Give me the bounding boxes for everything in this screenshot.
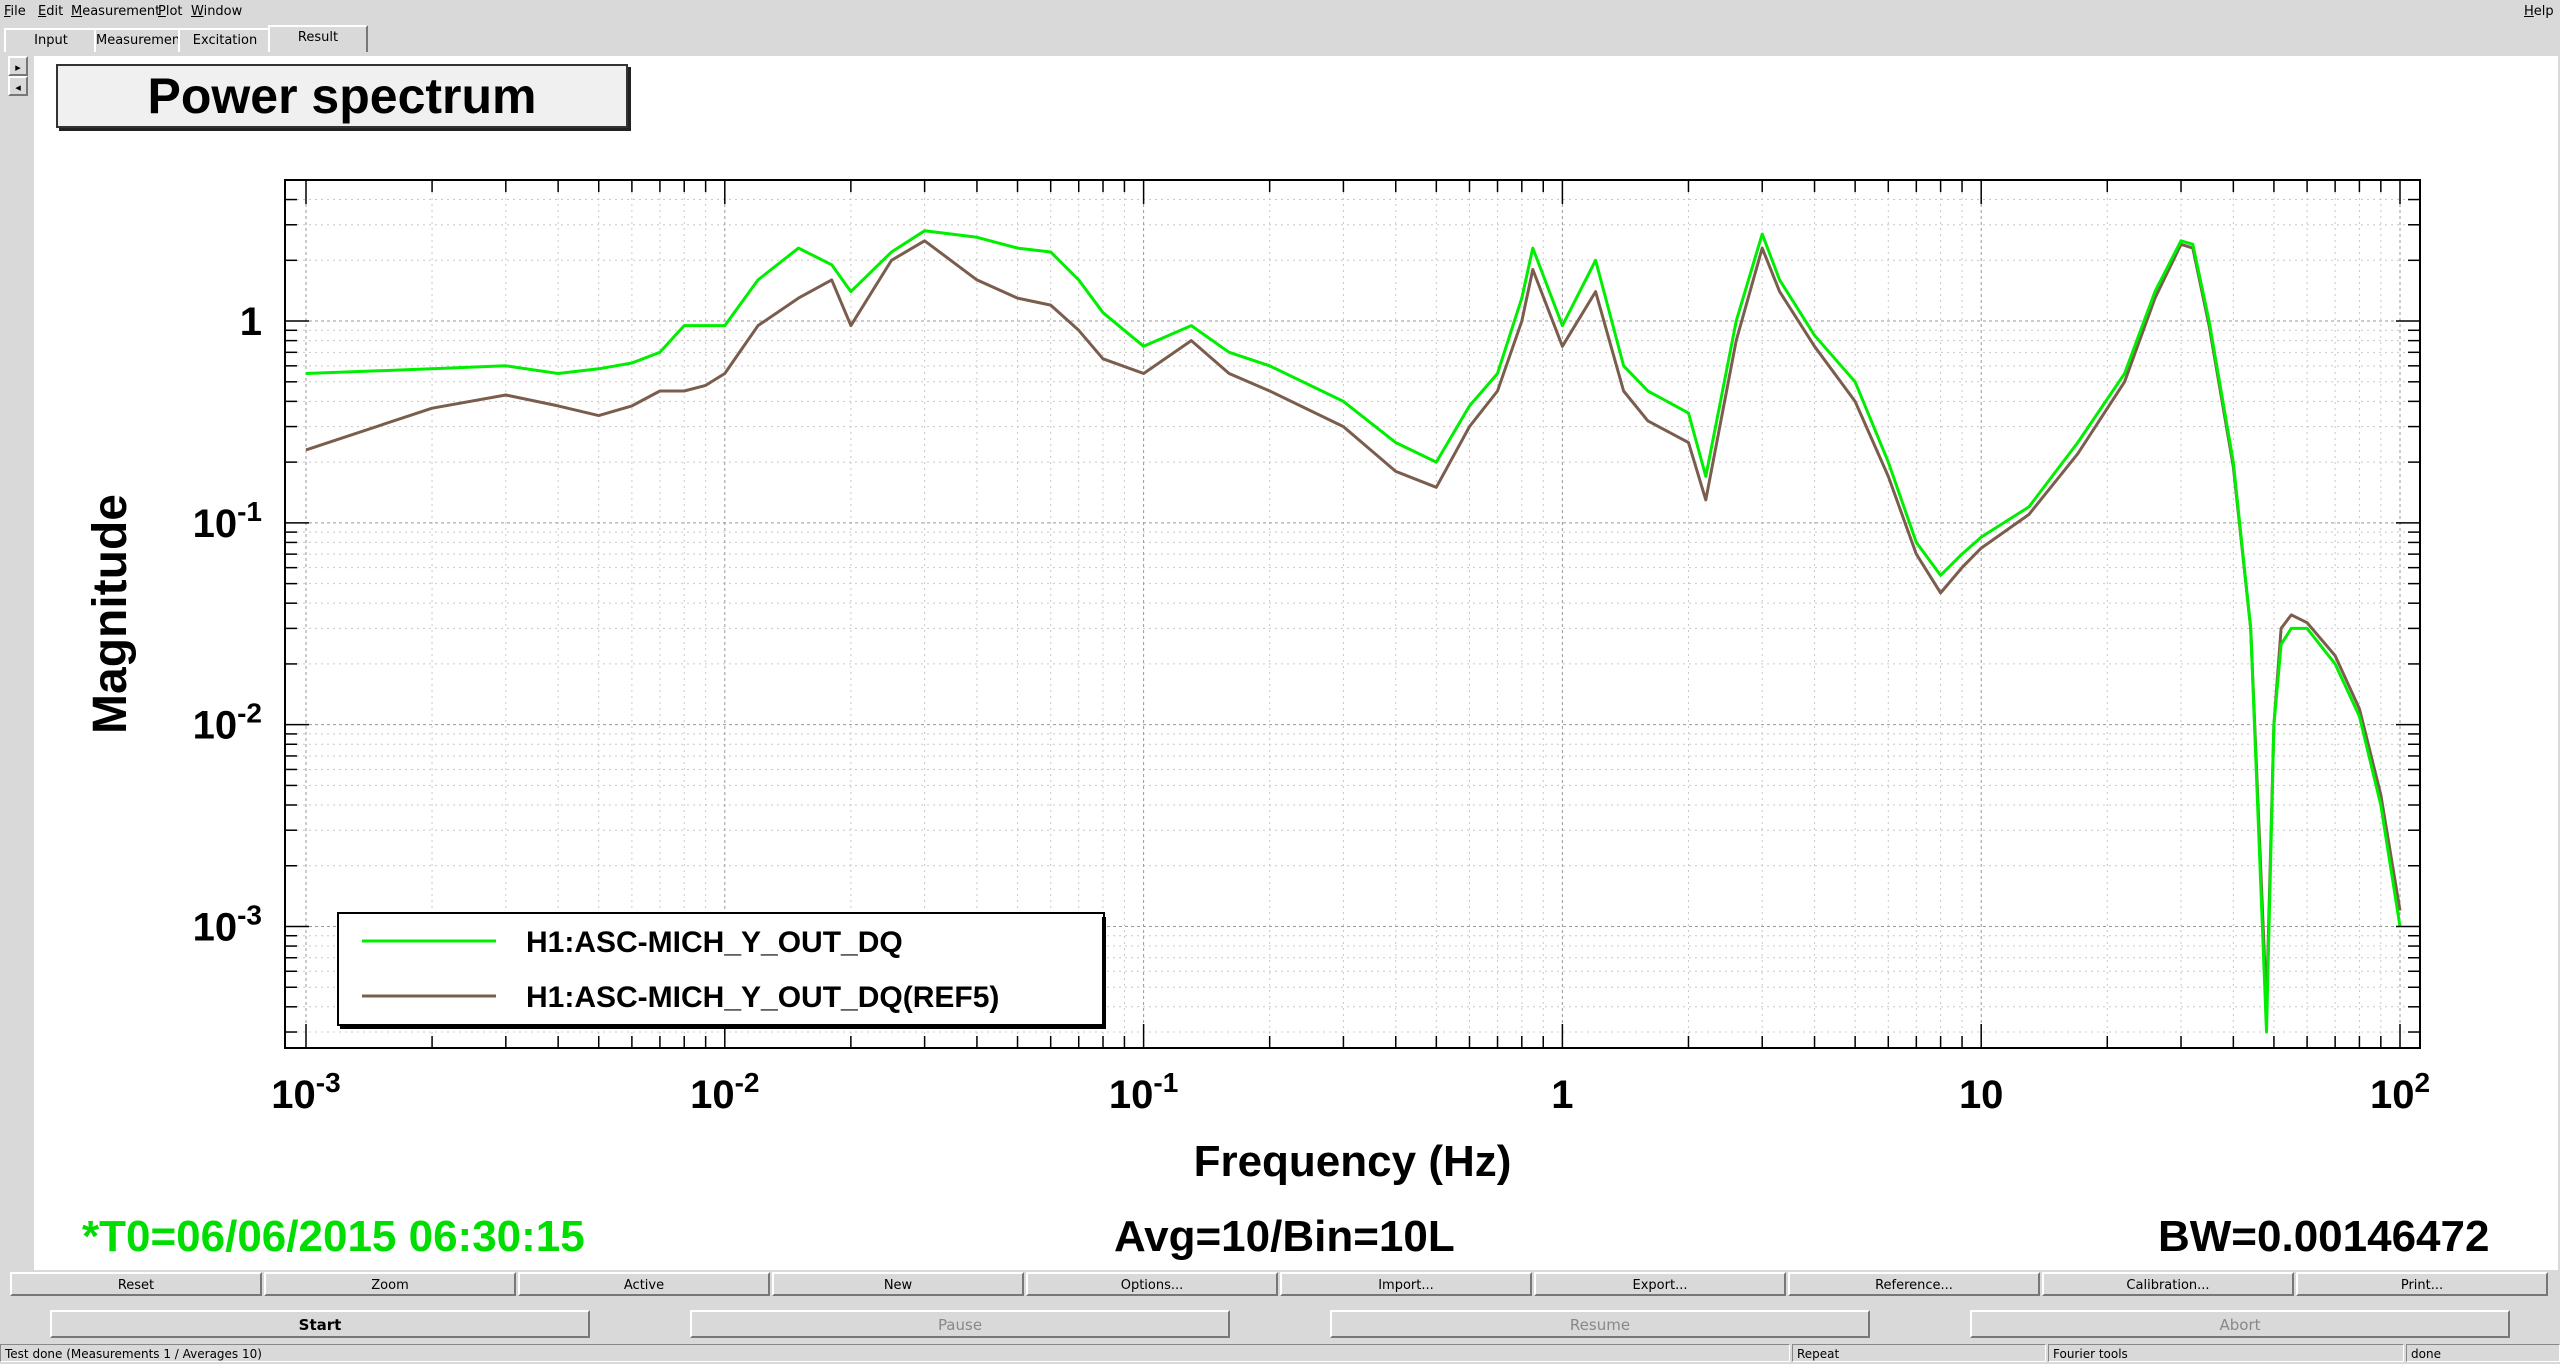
status-repeat: Repeat <box>1792 1344 2046 1362</box>
series-line-live <box>305 229 2402 1034</box>
plot-title: Power spectrum <box>56 64 628 128</box>
export-button[interactable]: Export... <box>1534 1272 1786 1296</box>
y-axis-label: Magnitude <box>84 494 137 734</box>
menu-bar: File Edit Measurement Plot Window Help <box>0 0 2560 24</box>
tab-excitation[interactable]: Excitation <box>178 28 272 52</box>
x-tick-label: 102 <box>2370 1067 2430 1117</box>
plot-canvas <box>34 56 2558 1270</box>
abort-button[interactable]: Abort <box>1970 1310 2510 1338</box>
print-button[interactable]: Print... <box>2296 1272 2548 1296</box>
x-tick-label: 10-2 <box>690 1067 759 1117</box>
legend: H1:ASC-MICH_Y_OUT_DQ H1:ASC-MICH_Y_OUT_DQ… <box>337 912 1106 1029</box>
menu-file[interactable]: File <box>4 4 26 19</box>
x-tick-label: 10-1 <box>1109 1067 1178 1117</box>
new-button[interactable]: New <box>772 1272 1024 1296</box>
calibration-button[interactable]: Calibration... <box>2042 1272 2294 1296</box>
status-state: done <box>2406 1344 2560 1362</box>
active-button[interactable]: Active <box>518 1272 770 1296</box>
tab-bar: Input Measurement Excitation Result <box>0 25 2560 53</box>
reset-button[interactable]: Reset <box>10 1272 262 1296</box>
collapse-arrow-icon[interactable]: ◂ <box>8 76 28 96</box>
x-tick-label: 10 <box>1959 1073 2004 1117</box>
y-tick-label: 1 <box>240 300 262 344</box>
menu-measurement[interactable]: Measurement <box>71 4 161 19</box>
x-axis-label: Frequency (Hz) <box>1194 1137 1512 1186</box>
tab-measurement[interactable]: Measurement <box>94 28 185 52</box>
reference-button[interactable]: Reference... <box>1788 1272 2040 1296</box>
zoom-button[interactable]: Zoom <box>264 1272 516 1296</box>
x-tick-label: 10-3 <box>271 1067 340 1117</box>
x-tick-label: 1 <box>1551 1073 1573 1117</box>
avg-bin-info: Avg=10/Bin=10L <box>1114 1212 1455 1261</box>
menu-help[interactable]: Help <box>2524 4 2554 19</box>
legend-label: H1:ASC-MICH_Y_OUT_DQ <box>526 926 903 959</box>
plot-toolbar: Reset Zoom Active New Options... Import.… <box>10 1272 2550 1298</box>
bandwidth-info: BW=0.00146472 <box>2158 1212 2490 1261</box>
legend-box <box>337 912 1105 1026</box>
status-bar: Test done (Measurements 1 / Averages 10)… <box>0 1344 2560 1364</box>
y-tick-label: 10-3 <box>193 899 262 949</box>
options-button[interactable]: Options... <box>1026 1272 1278 1296</box>
tab-result[interactable]: Result <box>268 25 368 52</box>
menu-edit[interactable]: Edit <box>38 4 64 19</box>
pause-button[interactable]: Pause <box>690 1310 1230 1338</box>
start-button[interactable]: Start <box>50 1310 590 1338</box>
series-line-ref <box>305 239 2402 1009</box>
t0-timestamp: *T0=06/06/2015 06:30:15 <box>82 1212 585 1261</box>
menu-window[interactable]: Window <box>191 4 243 19</box>
expand-arrow-icon[interactable]: ▸ <box>8 56 28 76</box>
resume-button[interactable]: Resume <box>1330 1310 1870 1338</box>
menu-plot[interactable]: Plot <box>158 4 183 19</box>
import-button[interactable]: Import... <box>1280 1272 1532 1296</box>
status-tool: Fourier tools <box>2048 1344 2404 1362</box>
tab-input[interactable]: Input <box>4 28 98 52</box>
measurement-controls: Start Pause Resume Abort <box>0 1310 2560 1340</box>
y-tick-label: 10-1 <box>193 496 262 546</box>
y-tick-label: 10-2 <box>193 698 262 748</box>
status-message: Test done (Measurements 1 / Averages 10) <box>0 1344 1790 1362</box>
legend-label: H1:ASC-MICH_Y_OUT_DQ(REF5) <box>526 981 999 1014</box>
